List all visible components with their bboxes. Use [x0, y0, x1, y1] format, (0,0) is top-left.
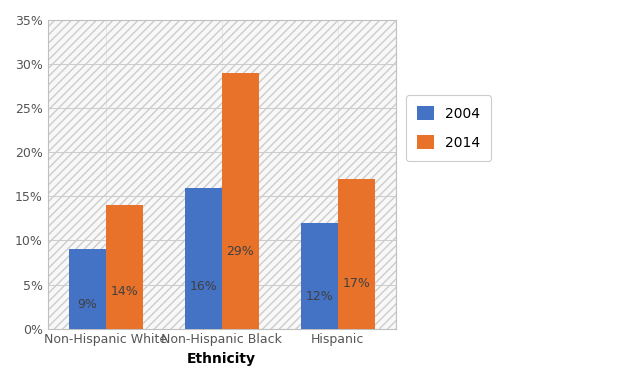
- Bar: [301, 223, 338, 328]
- Bar: [338, 179, 375, 328]
- Text: 9%: 9%: [77, 298, 97, 311]
- Legend: 2004, 2014: 2004, 2014: [406, 95, 491, 161]
- Text: 12%: 12%: [305, 290, 333, 303]
- Bar: [106, 205, 143, 328]
- Text: 29%: 29%: [227, 245, 254, 258]
- Bar: [184, 187, 222, 328]
- Bar: [222, 73, 259, 328]
- Bar: [69, 249, 106, 328]
- X-axis label: Ethnicity: Ethnicity: [187, 352, 256, 366]
- Text: 17%: 17%: [342, 277, 370, 290]
- Text: 14%: 14%: [110, 285, 138, 298]
- Text: 16%: 16%: [189, 280, 217, 293]
